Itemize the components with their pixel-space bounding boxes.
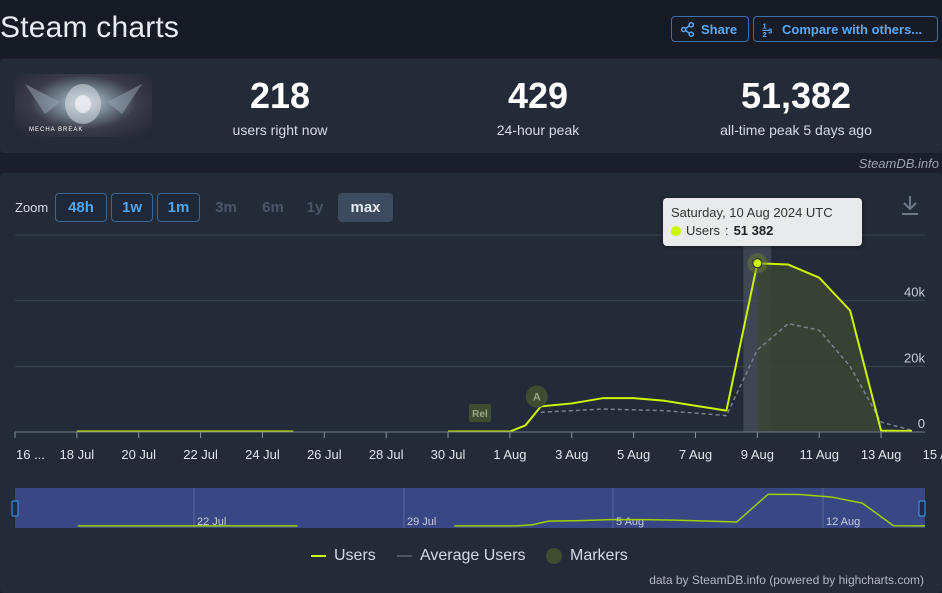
marker-flag [468,403,491,422]
y-axis: 0 20k 40k [904,285,925,431]
x-tick-label: 3 Aug [555,447,588,462]
y-tick-label: 20k [904,350,925,365]
x-tick-label: 11 Aug [799,447,839,462]
x-tick-label: 24 Jul [245,447,280,462]
stat-alltime-peak: 51,382 all-time peak 5 days ago [696,74,896,138]
page-title: Steam charts [0,11,180,44]
x-tick-label: 1 Aug [493,447,526,462]
users-chart[interactable]: Rel A 0 20k 40k 16 ... 18 Jul 20 Jul 22 Jul 24 … [0,173,942,543]
stat-24h-peak: 429 24-hour peak [458,74,618,138]
navigator-handle-right [918,500,926,517]
stat-current-users: 218 users right now [200,74,360,138]
x-tick-label: 13 Aug [861,447,902,462]
x-tick-label: 9 Aug [741,447,774,462]
navigator-handle-left [11,500,19,517]
share-icon [680,21,695,37]
zoom-1w-button[interactable]: 1w [111,193,153,222]
zoom-3m-button: 3m [215,199,237,216]
y-tick-label: 0 [918,416,925,431]
navigator-tick-label: 29 Jul [407,516,436,528]
average-users-series [540,322,913,432]
legend-average-users[interactable]: Average Users [397,547,526,565]
navigator-tick-label: 5 Aug [616,516,644,528]
tooltip-series-name: Users [686,223,720,238]
x-tick-label: 18 Jul [60,447,95,462]
zoom-label: Zoom [15,200,49,215]
current-users-value: 218 [249,75,311,116]
x-tick-label: 15 Aug [923,447,942,462]
users-legend-swatch [311,555,326,557]
tooltip-series-dot [671,225,681,236]
average-legend-swatch [397,555,412,557]
chart-tooltip: Saturday, 10 Aug 2024 UTC Users: 51 382 [663,198,862,246]
tooltip-value: 51 382 [733,223,774,238]
tooltip-date: Saturday, 10 Aug 2024 UTC [671,205,833,220]
event-markers: Rel A [468,385,548,422]
users-legend-label: Users [334,547,376,564]
compare-button[interactable]: 1 2 3 Compare with others... [753,16,938,42]
svg-text:3: 3 [768,26,772,35]
peak-24h-label: 24-hour peak [496,122,580,138]
markers-legend-label: Markers [570,547,628,564]
marker-bubble [525,385,548,408]
marker-label: A [533,392,541,404]
legend-users[interactable]: Users [311,547,376,565]
svg-text:2: 2 [762,30,766,37]
zoom-6m-button: 6m [262,199,284,216]
peak-24h-value: 429 [507,75,569,116]
x-tick-label: 30 Jul [431,447,466,462]
navigator-tick-label: 22 Jul [197,516,226,528]
average-users-line [540,322,913,432]
stats-panel: MECHA BREAK 218 users right now 429 24-h… [0,59,942,153]
alltime-peak-value: 51,382 [740,75,852,116]
y-tick-label: 40k [904,285,925,300]
tooltip-row: Users: 51 382 [671,223,854,238]
zoom-max-button[interactable]: max [338,193,393,222]
zoom-1m-button[interactable]: 1m [157,193,200,222]
compare-label: Compare with others... [782,21,923,37]
navigator-series [454,493,926,527]
current-users-label: users right now [232,122,328,138]
download-icon[interactable] [900,194,920,216]
average-legend-label: Average Users [420,547,526,564]
share-label: Share [701,21,738,37]
compare-icon: 1 2 3 [762,22,772,37]
marker-label: Rel [472,409,488,420]
x-tick-label: 5 Aug [617,447,650,462]
chart-credits[interactable]: data by SteamDB.info (powered by highcha… [649,573,924,587]
steamdb-watermark: SteamDB.info [858,156,939,171]
alltime-peak-label: all-time peak 5 days ago [720,122,872,138]
markers-legend-swatch [546,548,562,564]
x-tick-label: 28 Jul [369,447,404,462]
x-tick-label: 16 ... [16,447,45,462]
x-tick-label: 20 Jul [121,447,156,462]
legend-markers[interactable]: Markers [546,547,628,565]
zoom-48h-button[interactable]: 48h [55,193,107,222]
game-thumbnail[interactable]: MECHA BREAK [15,74,152,137]
peak-point [752,258,763,269]
navigator[interactable]: 22 Jul 29 Jul 5 Aug 12 Aug [11,488,926,528]
navigator-tick-label: 12 Aug [826,516,860,528]
share-button[interactable]: Share [671,16,749,42]
svg-text:MECHA BREAK: MECHA BREAK [29,127,83,133]
game-artwork: MECHA BREAK [25,84,142,133]
x-tick-label: 26 Jul [307,447,342,462]
zoom-1y-button: 1y [306,199,324,216]
users-line-segment [448,262,913,433]
x-tick-label: 22 Jul [183,447,218,462]
svg-text:1: 1 [762,22,766,31]
x-tick-label: 7 Aug [679,447,712,462]
x-axis: 16 ... 18 Jul 20 Jul 22 Jul 24 Jul 26 Jul 28 J… [14,431,942,462]
